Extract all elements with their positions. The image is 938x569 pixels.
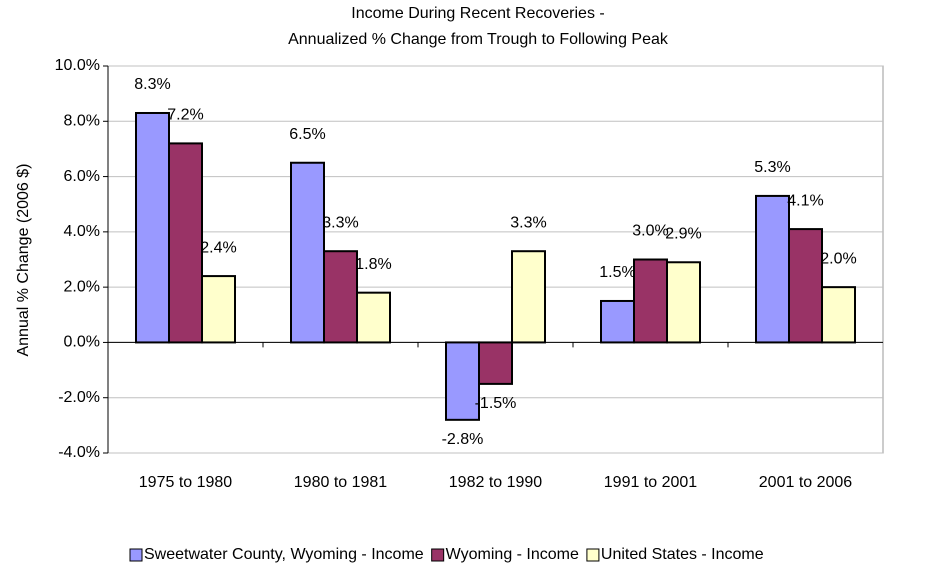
data-label: 2.9% bbox=[665, 225, 701, 242]
x-tick-label: 1980 to 1981 bbox=[294, 474, 388, 491]
bar bbox=[755, 194, 790, 344]
bar bbox=[633, 258, 668, 344]
x-tick-label: 1982 to 1990 bbox=[449, 474, 543, 491]
x-tick-label: 1975 to 1980 bbox=[139, 474, 233, 491]
bar bbox=[201, 275, 236, 344]
bar bbox=[323, 250, 358, 344]
y-tick-label: 6.0% bbox=[64, 168, 100, 185]
y-tick-label: 0.0% bbox=[64, 334, 100, 351]
legend-label: Wyoming - Income bbox=[446, 546, 579, 563]
y-tick-label: 10.0% bbox=[55, 57, 100, 74]
bar bbox=[600, 299, 635, 344]
data-label: 6.5% bbox=[289, 126, 325, 143]
data-label: 8.3% bbox=[134, 76, 170, 93]
data-label: -2.8% bbox=[442, 431, 484, 448]
plot-area bbox=[107, 65, 884, 454]
data-label: 2.0% bbox=[820, 250, 856, 267]
bar bbox=[168, 142, 203, 344]
data-label: 1.8% bbox=[355, 256, 391, 273]
data-label: 7.2% bbox=[167, 107, 203, 124]
bar bbox=[666, 261, 701, 344]
y-tick-label: -4.0% bbox=[58, 444, 100, 461]
y-tick-label: -2.0% bbox=[58, 389, 100, 406]
bar bbox=[788, 228, 823, 344]
y-tick-label: 2.0% bbox=[64, 278, 100, 295]
data-label: 2.4% bbox=[200, 239, 236, 256]
data-label: 5.3% bbox=[754, 159, 790, 176]
y-axis-label: Annual % Change (2006 $) bbox=[15, 163, 32, 356]
legend-label: Sweetwater County, Wyoming - Income bbox=[144, 546, 424, 563]
y-tick-label: 8.0% bbox=[64, 113, 100, 130]
bar bbox=[356, 291, 391, 344]
bar bbox=[821, 286, 856, 344]
legend-swatch bbox=[431, 548, 445, 562]
data-label: 3.3% bbox=[510, 214, 546, 231]
x-tick-label: 1991 to 2001 bbox=[604, 474, 698, 491]
chart-subtitle: Annualized % Change from Trough to Follo… bbox=[288, 31, 669, 48]
legend-swatch bbox=[129, 548, 143, 562]
legend-label: United States - Income bbox=[601, 546, 764, 563]
bar bbox=[478, 341, 513, 385]
bar bbox=[135, 111, 170, 344]
data-label: 1.5% bbox=[599, 264, 635, 281]
legend-swatch bbox=[586, 548, 600, 562]
x-tick-label: 2001 to 2006 bbox=[759, 474, 853, 491]
bar bbox=[290, 161, 325, 344]
data-label: -1.5% bbox=[475, 395, 517, 412]
chart-title: Income During Recent Recoveries - bbox=[351, 5, 604, 22]
y-tick-label: 4.0% bbox=[64, 223, 100, 240]
data-label: 3.0% bbox=[632, 223, 668, 240]
data-label: 3.3% bbox=[322, 214, 358, 231]
data-label: 4.1% bbox=[787, 192, 823, 209]
bar bbox=[511, 250, 546, 344]
